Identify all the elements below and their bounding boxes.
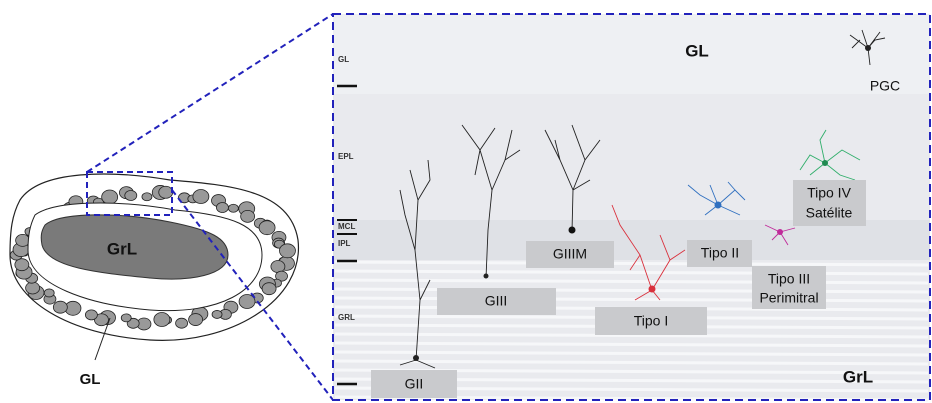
soma — [413, 355, 419, 361]
soma — [865, 45, 871, 51]
cell-label: GIIIM — [553, 246, 587, 262]
glomerulus — [142, 193, 152, 201]
layer-label: IPL — [338, 239, 351, 248]
soma — [715, 202, 722, 209]
schematic: GrL GL — [10, 14, 333, 400]
region-label: GrL — [843, 367, 873, 386]
glomerulus — [154, 313, 170, 327]
glomerulus — [159, 186, 173, 198]
layer-label: GRL — [338, 313, 355, 322]
region-label: GL — [685, 41, 709, 60]
panel: GL EPL MCL IPL GRL GL GrL — [333, 14, 930, 400]
cell-label: Satélite — [806, 205, 853, 221]
glomerulus — [212, 310, 222, 318]
cell-label: PGC — [870, 78, 900, 94]
glomerulus — [259, 221, 275, 235]
cell-label: GIII — [485, 293, 508, 309]
cell-label: GII — [405, 376, 424, 392]
inner-label: GrL — [107, 239, 137, 258]
glomerulus — [15, 259, 29, 271]
glomerulus — [228, 204, 238, 212]
glomerulus — [85, 310, 97, 320]
glomerulus — [44, 289, 54, 297]
soma — [777, 229, 783, 235]
cell-label: Tipo IV — [807, 185, 851, 201]
layer-label: GL — [338, 55, 349, 64]
cell-label: Perimitral — [759, 290, 818, 306]
soma — [649, 286, 656, 293]
soma — [569, 227, 576, 234]
layer-label: MCL — [338, 222, 355, 231]
glomerulus — [53, 301, 67, 313]
figure: GrL GL GL EPL MCL IPL GRL GL GrL — [0, 0, 932, 403]
cell-label: Tipo II — [701, 245, 739, 261]
outer-label: GL — [80, 371, 101, 388]
soma — [484, 274, 489, 279]
zoom-line — [87, 14, 333, 172]
layer-band — [333, 14, 930, 94]
glomerulus — [125, 190, 137, 200]
glomerulus — [102, 190, 118, 204]
layer-label: EPL — [338, 152, 354, 161]
glomerulus — [193, 190, 209, 204]
cell-label: Tipo III — [768, 271, 810, 287]
glomerulus — [26, 282, 40, 294]
glomerulus — [271, 261, 285, 273]
glomerulus — [279, 244, 295, 258]
soma — [822, 160, 828, 166]
glomerulus — [176, 318, 188, 328]
glomerulus — [121, 314, 131, 322]
glomerulus — [262, 283, 276, 295]
cell-label: Tipo I — [634, 313, 669, 329]
glomerulus — [189, 314, 203, 326]
glomerulus — [241, 210, 255, 222]
glomerulus — [216, 203, 228, 213]
